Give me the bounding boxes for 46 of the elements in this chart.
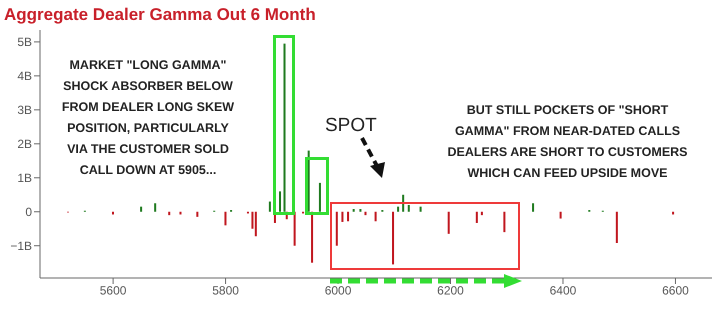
x-tick-label: 5600 bbox=[100, 284, 127, 298]
bar bbox=[278, 191, 282, 212]
bar bbox=[268, 202, 271, 212]
x-tick-label: 6200 bbox=[437, 284, 464, 298]
annotation: SPOT bbox=[325, 115, 377, 136]
y-tick-label: 5B bbox=[17, 35, 32, 50]
y-tick-label: 2B bbox=[17, 137, 32, 152]
bar bbox=[616, 212, 618, 244]
bar bbox=[420, 206, 422, 212]
y-tick-label: 3B bbox=[17, 103, 32, 118]
bar bbox=[503, 212, 506, 232]
bar bbox=[347, 212, 350, 222]
bar bbox=[336, 212, 338, 246]
bar bbox=[408, 204, 410, 212]
bar bbox=[112, 212, 114, 214]
x-tick-label: 6000 bbox=[324, 284, 352, 298]
y-tick-label: −1B bbox=[10, 238, 32, 253]
y-tick-label: 4B bbox=[17, 69, 32, 84]
bar bbox=[448, 212, 450, 234]
annotation: MARKET "LONG GAMMA" SHOCK ABSORBER BELOW FROM DEALER LONG SKEW POSITION, PARTICULARLY VIA THE CUSTOMER SOLD CALL DOWN AT 5905... bbox=[60, 57, 236, 179]
bar bbox=[196, 212, 198, 217]
y-tick-label: 0 bbox=[25, 205, 32, 220]
bar bbox=[359, 209, 362, 212]
bar bbox=[532, 203, 534, 212]
x-tick-label: 5800 bbox=[212, 284, 240, 298]
bar bbox=[224, 212, 226, 226]
bar bbox=[254, 212, 257, 236]
chart-title: Aggregate Dealer Gamma Out 6 Month bbox=[4, 5, 316, 25]
bar bbox=[140, 206, 142, 212]
bar bbox=[560, 212, 562, 219]
bar bbox=[341, 212, 344, 222]
bar bbox=[374, 212, 377, 222]
x-tick-label: 6600 bbox=[662, 284, 690, 298]
bar bbox=[352, 209, 355, 212]
bar bbox=[476, 212, 478, 223]
bar bbox=[318, 182, 321, 212]
bar bbox=[392, 212, 394, 264]
bar bbox=[179, 212, 182, 214]
bar bbox=[397, 206, 400, 212]
bar bbox=[283, 44, 286, 212]
bar bbox=[672, 212, 674, 214]
bar bbox=[294, 212, 296, 246]
annotation: BUT STILL POCKETS OF "SHORT GAMMA" FROM NEAR-DATED CALLS DEALERS ARE SHORT TO CUSTOMERS WHICH CAN FEED UPSIDE MOVE bbox=[446, 102, 689, 182]
bar bbox=[154, 203, 156, 212]
x-tick-label: 6400 bbox=[550, 284, 577, 298]
y-tick-label: 1B bbox=[17, 171, 32, 186]
